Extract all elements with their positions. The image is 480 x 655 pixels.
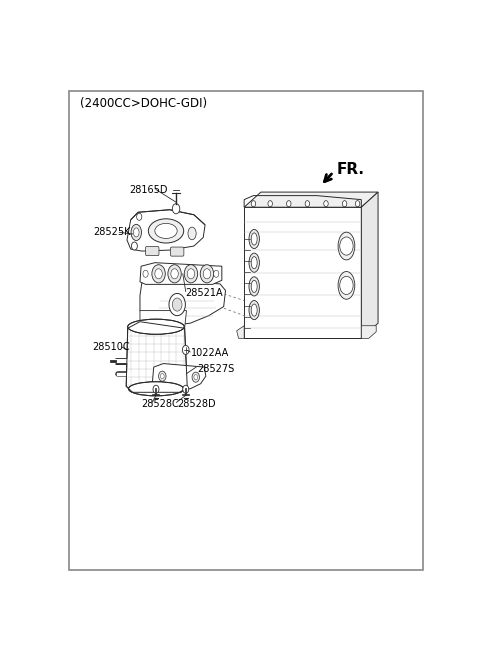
- Ellipse shape: [249, 301, 259, 320]
- Circle shape: [184, 265, 198, 283]
- Text: 1022AA: 1022AA: [191, 348, 229, 358]
- Ellipse shape: [155, 223, 177, 238]
- Circle shape: [200, 265, 214, 283]
- Ellipse shape: [251, 280, 257, 292]
- Circle shape: [194, 375, 198, 380]
- Ellipse shape: [251, 233, 257, 245]
- Text: 28528C: 28528C: [141, 399, 179, 409]
- Polygon shape: [152, 364, 206, 389]
- Circle shape: [187, 269, 195, 279]
- Text: FR.: FR.: [336, 162, 364, 177]
- Circle shape: [160, 373, 164, 379]
- Circle shape: [342, 200, 347, 207]
- Circle shape: [132, 242, 137, 250]
- Ellipse shape: [133, 228, 139, 237]
- Circle shape: [192, 372, 200, 383]
- Text: 28165D: 28165D: [129, 185, 168, 195]
- Ellipse shape: [338, 272, 355, 299]
- Ellipse shape: [188, 227, 196, 240]
- Ellipse shape: [251, 304, 257, 316]
- Circle shape: [340, 276, 353, 295]
- Circle shape: [137, 214, 142, 220]
- Polygon shape: [361, 326, 376, 339]
- Polygon shape: [140, 310, 186, 328]
- Polygon shape: [126, 322, 187, 392]
- Text: 28510C: 28510C: [93, 342, 131, 352]
- Ellipse shape: [249, 277, 259, 296]
- Circle shape: [203, 269, 211, 279]
- Circle shape: [171, 269, 178, 279]
- Circle shape: [172, 298, 182, 311]
- Circle shape: [324, 200, 328, 207]
- Circle shape: [183, 385, 189, 393]
- Polygon shape: [140, 263, 222, 284]
- Ellipse shape: [249, 229, 259, 248]
- Circle shape: [152, 265, 165, 283]
- Circle shape: [251, 200, 256, 207]
- Circle shape: [153, 385, 159, 393]
- Ellipse shape: [129, 382, 183, 396]
- Ellipse shape: [128, 319, 184, 334]
- Circle shape: [168, 265, 181, 283]
- Ellipse shape: [148, 219, 184, 243]
- Circle shape: [143, 271, 148, 277]
- Ellipse shape: [338, 232, 355, 260]
- Ellipse shape: [251, 257, 257, 269]
- Circle shape: [305, 200, 310, 207]
- Circle shape: [214, 271, 219, 277]
- Polygon shape: [244, 207, 361, 339]
- Circle shape: [158, 371, 166, 381]
- Polygon shape: [361, 192, 378, 339]
- Text: 28525K: 28525K: [94, 227, 131, 237]
- Text: 28528D: 28528D: [177, 399, 216, 409]
- Polygon shape: [244, 192, 378, 207]
- Circle shape: [155, 269, 162, 279]
- Circle shape: [182, 345, 189, 354]
- Circle shape: [268, 200, 273, 207]
- Circle shape: [172, 204, 180, 214]
- FancyBboxPatch shape: [170, 247, 184, 256]
- Text: 28521A: 28521A: [186, 288, 223, 298]
- FancyBboxPatch shape: [145, 246, 159, 255]
- Polygon shape: [237, 326, 244, 339]
- Text: (2400CC>DOHC-GDI): (2400CC>DOHC-GDI): [81, 97, 207, 110]
- Text: 28527S: 28527S: [197, 364, 234, 373]
- Circle shape: [355, 200, 360, 207]
- Circle shape: [340, 237, 353, 255]
- Circle shape: [169, 293, 185, 316]
- Polygon shape: [140, 280, 226, 326]
- Polygon shape: [127, 210, 205, 251]
- Ellipse shape: [131, 225, 142, 240]
- Circle shape: [287, 200, 291, 207]
- Ellipse shape: [249, 253, 259, 272]
